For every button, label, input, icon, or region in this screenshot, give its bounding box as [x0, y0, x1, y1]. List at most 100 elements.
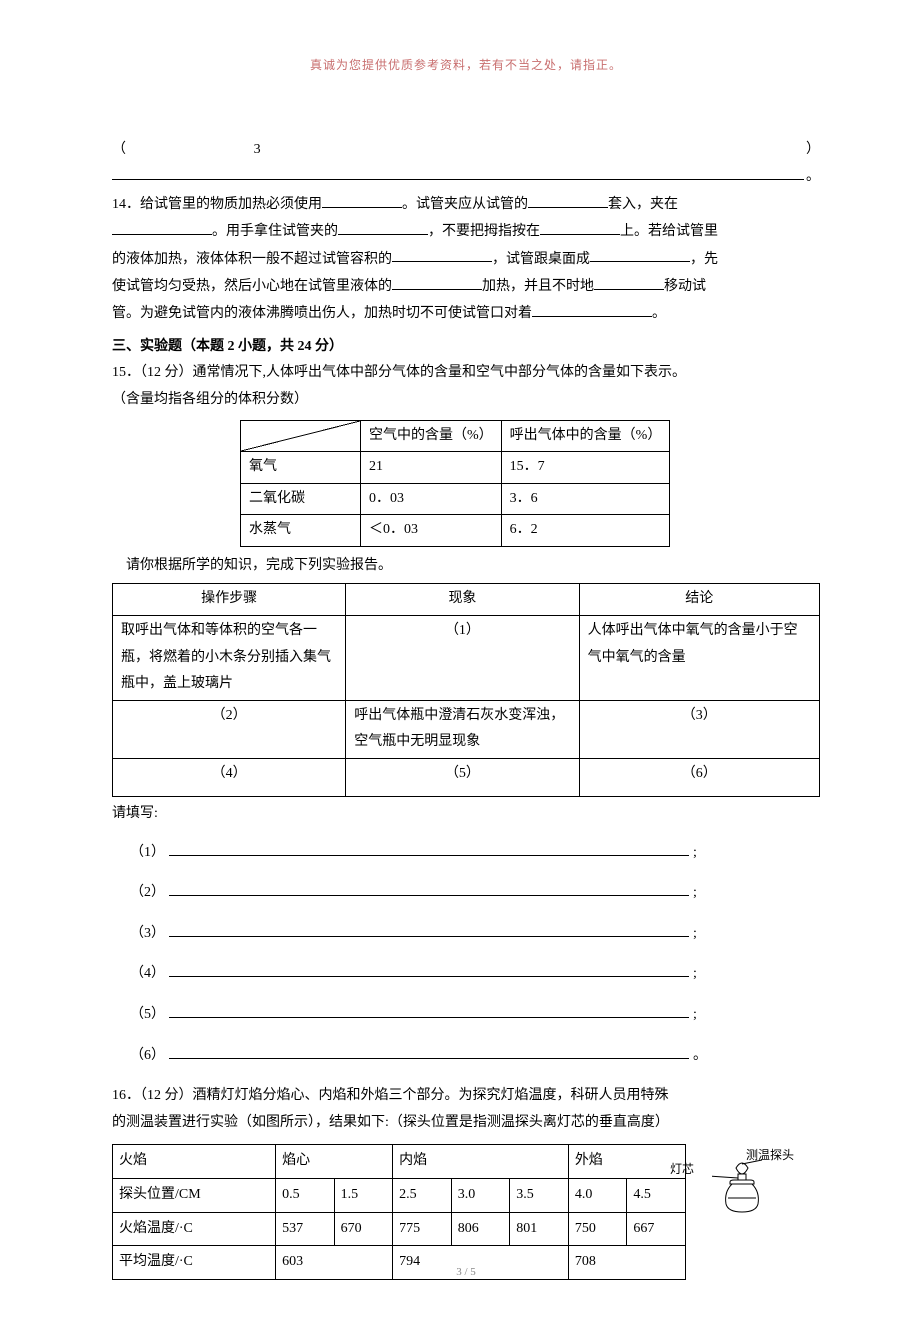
t2-h2: 现象	[346, 584, 579, 616]
t1-r2a: 二氧化碳	[241, 483, 361, 515]
q14-seg-10: 使试管均匀受热，然后小心地在试管里液体的	[112, 279, 392, 294]
t3-r2-6: 750	[568, 1212, 627, 1246]
header-note: 真诚为您提供优质参考资料，若有不当之处，请指正。	[112, 54, 820, 77]
alcohol-lamp-icon	[712, 1158, 772, 1218]
q15-report-table: 操作步骤 现象 结论 取呼出气体和等体积的空气各一瓶，将燃着的小木条分别插入集气…	[112, 583, 820, 797]
t3-r1-6: 4.0	[568, 1178, 627, 1212]
t2-r1c: 人体呼出气体中氧气的含量小于空气中氧气的含量	[579, 616, 819, 701]
q16-table: 火焰 焰心 内焰 外焰 探头位置/CM 0.5 1.5 2.5 3.0 3.5 …	[112, 1144, 686, 1279]
t2-r1a: 取呼出气体和等体积的空气各一瓶，将燃着的小木条分别插入集气瓶中，盖上玻璃片	[113, 616, 346, 701]
t3-h1: 焰心	[276, 1145, 393, 1179]
t3-h2: 内焰	[393, 1145, 569, 1179]
q13-right: ）	[806, 137, 820, 164]
t3-r3-3: 708	[568, 1246, 685, 1280]
q14-seg-9: ，先	[690, 251, 718, 266]
q16-row: 火焰 焰心 内焰 外焰 探头位置/CM 0.5 1.5 2.5 3.0 3.5 …	[112, 1144, 820, 1279]
q14-seg-4: 。用手拿住试管夹的	[212, 224, 338, 239]
lamp-label-left: 灯芯	[670, 1158, 694, 1181]
lamp-label-top: 测温探头	[746, 1144, 794, 1167]
q13-period: 。	[806, 164, 820, 191]
t1-blank-diag	[241, 420, 361, 452]
t2-h3: 结论	[579, 584, 819, 616]
q13-number: 3	[254, 137, 261, 164]
fill-row-3: （3）;	[130, 921, 820, 948]
fill-end-5: ;	[693, 1002, 697, 1029]
fill-lbl-2: （2）	[130, 880, 165, 907]
t3-r1-5: 3.5	[510, 1178, 569, 1212]
q14-seg-13: 管。为避免试管内的液体沸腾喷出伤人，加热时切不可使试管口对着	[112, 306, 532, 321]
t3-r1-4: 3.0	[451, 1178, 510, 1212]
q13-left: （	[112, 137, 126, 164]
fill-lbl-4: （4）	[130, 961, 165, 988]
t2-r2c: （3）	[579, 700, 819, 758]
t2-r2a: （2）	[113, 700, 346, 758]
t3-h0: 火焰	[113, 1145, 276, 1179]
t3-r2-2: 670	[334, 1212, 393, 1246]
q16-intro-2: 的测温装置进行实验（如图所示），结果如下:（探头位置是指测温探头离灯芯的垂直高度…	[112, 1110, 820, 1137]
q14-seg-5: ，不要把拇指按在	[428, 224, 540, 239]
t3-r3-2: 794	[393, 1246, 569, 1280]
q16-intro-1: 16．（12 分）酒精灯灯焰分焰心、内焰和外焰三个部分。为探究灯焰温度，科研人员…	[112, 1083, 820, 1110]
t2-r3a: （4）	[113, 759, 346, 797]
q15-fill-title: 请填写:	[112, 801, 820, 828]
t3-r3-0: 平均温度/·C	[113, 1246, 276, 1280]
fill-end-3: ;	[693, 921, 697, 948]
q15-intro-2: （含量均指各组分的体积分数）	[112, 387, 820, 414]
t3-r3-1: 603	[276, 1246, 393, 1280]
q14-seg-6: 上。若给试管里	[620, 224, 718, 239]
q14-seg-8: ，试管跟桌面成	[492, 251, 590, 266]
t3-r1-2: 1.5	[334, 1178, 393, 1212]
t3-r2-0: 火焰温度/·C	[113, 1212, 276, 1246]
t3-r1-1: 0.5	[276, 1178, 335, 1212]
t1-h2: 呼出气体中的含量（%）	[501, 420, 670, 452]
fill-row-1: （1）;	[130, 840, 820, 867]
t1-r1b: 21	[361, 452, 502, 484]
fill-end-4: ;	[693, 961, 697, 988]
q13-line: （ 3 ）	[112, 137, 820, 164]
t3-r1-0: 探头位置/CM	[113, 1178, 276, 1212]
q14-seg-2: 。试管夹应从试管的	[402, 197, 528, 212]
t2-r3b: （5）	[346, 759, 579, 797]
fill-end-6: 。	[693, 1043, 707, 1070]
q14-text: 14．给试管里的物质加热必须使用 。试管夹应从试管的 套入，夹在 。用手拿住试管夹的…	[112, 191, 820, 328]
fill-row-5: （5）;	[130, 1002, 820, 1029]
t3-r2-4: 806	[451, 1212, 510, 1246]
section-3-title: 三、实验题（本题 2 小题，共 24 分）	[112, 334, 820, 361]
t2-r2b: 呼出气体瓶中澄清石灰水变浑浊，空气瓶中无明显现象	[346, 700, 579, 758]
t3-r2-5: 801	[510, 1212, 569, 1246]
fill-row-2: （2）;	[130, 880, 820, 907]
q14-seg-end: 。	[652, 306, 666, 321]
t3-h3: 外焰	[568, 1145, 685, 1179]
fill-end-2: ;	[693, 880, 697, 907]
q14-seg-7: 的液体加热，液体体积一般不超过试管容积的	[112, 251, 392, 266]
t3-r2-7: 667	[627, 1212, 686, 1246]
t2-r3c: （6）	[579, 759, 819, 797]
t3-r1-7: 4.5	[627, 1178, 686, 1212]
fill-row-6: （6）。	[130, 1043, 820, 1070]
t1-r2b: 0．03	[361, 483, 502, 515]
t1-r3b: ＜0．03	[361, 515, 502, 547]
t3-r2-3: 775	[393, 1212, 452, 1246]
t1-h1: 空气中的含量（%）	[361, 420, 502, 452]
t1-r1c: 15．7	[501, 452, 670, 484]
q13-fill-line: 。	[112, 163, 820, 190]
fill-lbl-1: （1）	[130, 840, 165, 867]
q14-seg-3: 套入，夹在	[608, 197, 678, 212]
t1-r1a: 氧气	[241, 452, 361, 484]
t2-h1: 操作步骤	[113, 584, 346, 616]
lamp-diagram: 测温探头 灯芯	[700, 1144, 820, 1226]
q15-intro-1: 15．（12 分）通常情况下,人体呼出气体中部分气体的含量和空气中部分气体的含量…	[112, 360, 820, 387]
q14-seg-11: 加热，并且不时地	[482, 279, 594, 294]
t2-r1b: （1）	[346, 616, 579, 701]
fill-lbl-5: （5）	[130, 1002, 165, 1029]
fill-lbl-3: （3）	[130, 921, 165, 948]
fill-row-4: （4）;	[130, 961, 820, 988]
q15-fill-list: （1）; （2）; （3）; （4）; （5）; （6）。	[112, 840, 820, 1070]
t1-r3a: 水蒸气	[241, 515, 361, 547]
t1-r3c: 6．2	[501, 515, 670, 547]
t3-r1-3: 2.5	[393, 1178, 452, 1212]
q14-seg-12: 移动试	[664, 279, 706, 294]
q15-note: 请你根据所学的知识，完成下列实验报告。	[112, 553, 820, 580]
t3-r2-1: 537	[276, 1212, 335, 1246]
q14-seg-1: 14．给试管里的物质加热必须使用	[112, 197, 322, 212]
